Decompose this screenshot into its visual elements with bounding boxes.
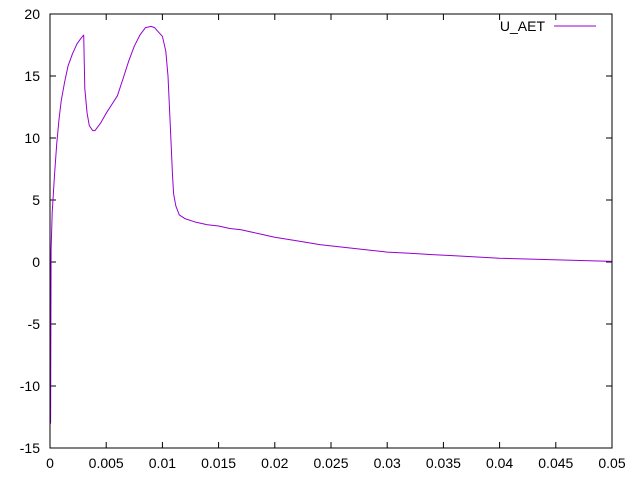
legend: U_AET: [500, 18, 596, 34]
y-tick-label: -10: [20, 378, 40, 394]
y-axis-ticks: -15 -10 -5 0 5 10 15 20: [20, 6, 612, 456]
x-tick-label: 0.025: [313, 455, 348, 471]
y-tick-label: -5: [28, 316, 41, 332]
x-tick-label: 0.01: [149, 455, 176, 471]
plot-frame: [49, 13, 613, 449]
y-tick-label: 0: [32, 254, 40, 270]
series-line-u-aet: [49, 25, 613, 424]
x-axis-ticks: 0 0.005 0.01 0.015 0.02 0.025 0.03 0.035 0.04 0.0…: [46, 14, 626, 471]
x-tick-label: 0.015: [201, 455, 236, 471]
x-tick-label: 0.045: [538, 455, 573, 471]
x-tick-label: 0.04: [486, 455, 513, 471]
x-tick-label: 0.035: [426, 455, 461, 471]
y-tick-label: 5: [32, 192, 40, 208]
y-tick-label: -15: [20, 440, 40, 456]
y-tick-label: 15: [24, 68, 40, 84]
x-tick-label: 0.03: [374, 455, 401, 471]
legend-label: U_AET: [500, 18, 546, 34]
series-layer: [49, 25, 613, 424]
x-tick-label: 0.05: [598, 455, 625, 471]
x-tick-label: 0: [46, 455, 54, 471]
x-tick-label: 0.005: [89, 455, 124, 471]
x-tick-label: 0.02: [261, 455, 288, 471]
y-tick-label: 10: [24, 130, 40, 146]
y-tick-label: 20: [24, 6, 40, 22]
